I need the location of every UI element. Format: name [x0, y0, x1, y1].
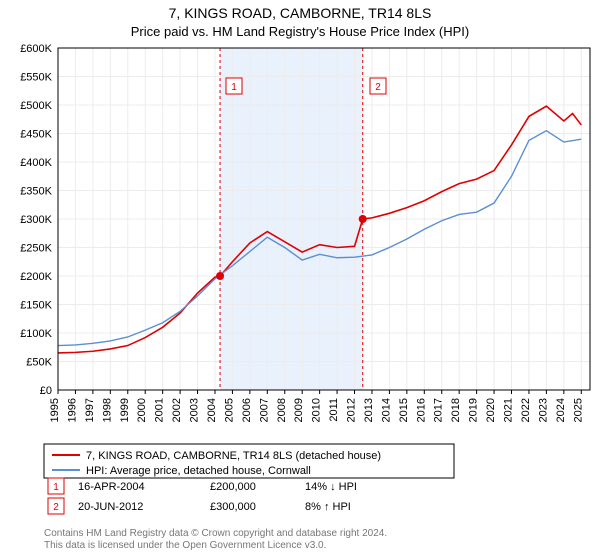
x-tick-label: 2021 — [503, 398, 515, 422]
annotation-price: £300,000 — [210, 501, 256, 513]
chart-subtitle: Price paid vs. HM Land Registry's House … — [131, 24, 469, 39]
chart-title: 7, KINGS ROAD, CAMBORNE, TR14 8LS — [169, 5, 432, 21]
annotation-price: £200,000 — [210, 481, 256, 493]
x-tick-label: 1996 — [66, 398, 78, 422]
y-tick-label: £450K — [20, 129, 52, 141]
x-tick-label: 2016 — [415, 398, 427, 422]
price-chart: 7, KINGS ROAD, CAMBORNE, TR14 8LS Price p… — [0, 0, 600, 560]
marker-number: 2 — [375, 82, 381, 93]
sale-marker-dot — [216, 272, 224, 280]
x-tick-label: 2025 — [572, 398, 584, 422]
y-tick-label: £100K — [20, 328, 52, 340]
x-tick-label: 2008 — [276, 398, 288, 422]
x-tick-label: 2006 — [241, 398, 253, 422]
x-tick-label: 2005 — [223, 398, 235, 422]
x-tick-label: 1997 — [84, 398, 96, 422]
x-tick-label: 2018 — [450, 398, 462, 422]
y-tick-label: £150K — [20, 300, 52, 312]
y-tick-label: £200K — [20, 271, 52, 283]
x-tick-label: 1995 — [49, 398, 61, 422]
x-tick-label: 2017 — [433, 398, 445, 422]
y-tick-label: £600K — [20, 43, 52, 55]
x-tick-label: 2014 — [380, 398, 392, 422]
x-tick-label: 2001 — [154, 398, 166, 422]
x-tick-label: 2023 — [537, 398, 549, 422]
marker-number: 1 — [231, 82, 237, 93]
x-tick-label: 1998 — [101, 398, 113, 422]
x-tick-label: 2004 — [206, 398, 218, 422]
annotation-date: 20-JUN-2012 — [78, 501, 143, 513]
x-tick-label: 2022 — [520, 398, 532, 422]
y-tick-label: £350K — [20, 186, 52, 198]
x-tick-label: 2010 — [311, 398, 323, 422]
y-tick-label: £550K — [20, 72, 52, 84]
y-tick-label: £250K — [20, 243, 52, 255]
x-tick-label: 2003 — [189, 398, 201, 422]
footer-line-1: Contains HM Land Registry data © Crown c… — [44, 528, 387, 539]
x-tick-label: 1999 — [119, 398, 131, 422]
x-tick-label: 2000 — [136, 398, 148, 422]
x-tick-label: 2009 — [293, 398, 305, 422]
y-tick-label: £50K — [26, 357, 52, 369]
y-tick-label: £500K — [20, 100, 52, 112]
annotation-marker-num: 2 — [53, 502, 59, 513]
x-tick-label: 2013 — [363, 398, 375, 422]
x-tick-label: 2012 — [346, 398, 358, 422]
annotation-marker-num: 1 — [53, 482, 59, 493]
x-tick-label: 2015 — [398, 398, 410, 422]
x-tick-label: 2002 — [171, 398, 183, 422]
annotation-date: 16-APR-2004 — [78, 481, 145, 493]
y-tick-label: £300K — [20, 214, 52, 226]
x-tick-label: 2007 — [258, 398, 270, 422]
x-tick-label: 2019 — [468, 398, 480, 422]
annotation-delta: 14% ↓ HPI — [305, 481, 357, 493]
sale-marker-dot — [359, 215, 367, 223]
y-tick-label: £0 — [40, 385, 52, 397]
x-tick-label: 2011 — [328, 398, 340, 422]
y-tick-label: £400K — [20, 157, 52, 169]
chart-container: 7, KINGS ROAD, CAMBORNE, TR14 8LS Price p… — [0, 0, 600, 560]
x-tick-label: 2024 — [555, 398, 567, 422]
footer-line-2: This data is licensed under the Open Gov… — [44, 540, 326, 551]
legend-label: HPI: Average price, detached house, Corn… — [86, 465, 311, 477]
x-tick-label: 2020 — [485, 398, 497, 422]
legend-label: 7, KINGS ROAD, CAMBORNE, TR14 8LS (detac… — [86, 450, 381, 462]
annotation-delta: 8% ↑ HPI — [305, 501, 351, 513]
